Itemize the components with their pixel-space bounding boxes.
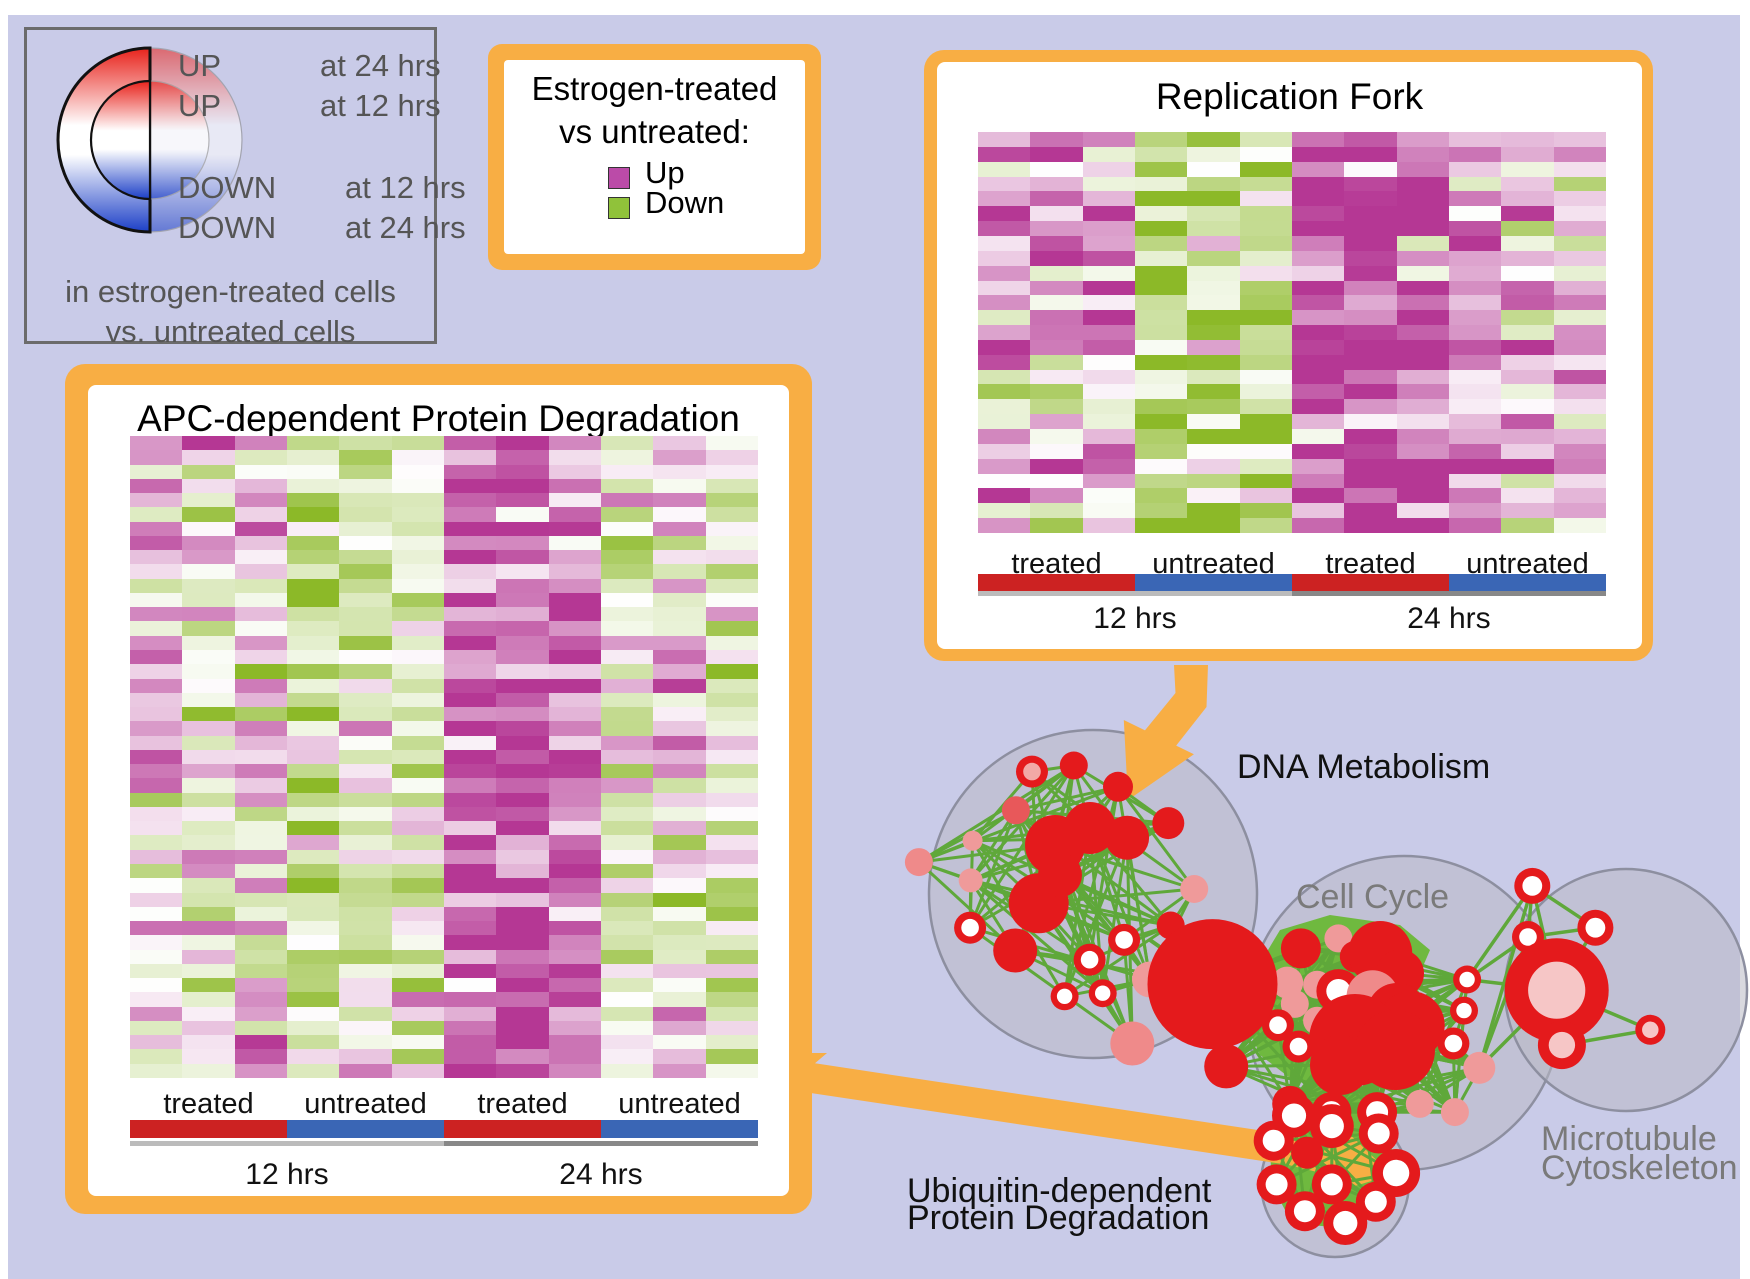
svg-text:DNA Metabolism: DNA Metabolism (1237, 748, 1490, 786)
svg-text:Cell Cycle: Cell Cycle (1296, 878, 1449, 916)
svg-text:Protein Degradation: Protein Degradation (907, 1199, 1209, 1237)
svg-text:Cytoskeleton: Cytoskeleton (1541, 1149, 1738, 1187)
